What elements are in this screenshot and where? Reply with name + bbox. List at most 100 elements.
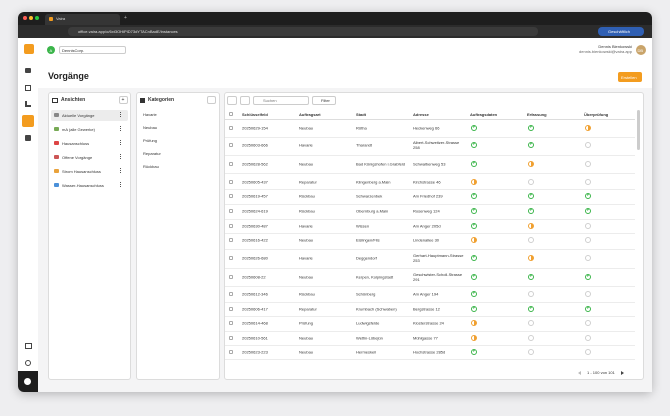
app-logo[interactable] bbox=[24, 44, 34, 54]
row-checkbox[interactable] bbox=[229, 162, 233, 166]
search-field[interactable] bbox=[253, 96, 309, 105]
status-done bbox=[471, 291, 477, 297]
table-cell: Rosenweg 124 bbox=[413, 208, 440, 214]
row-checkbox[interactable] bbox=[229, 275, 233, 279]
column-header: Adresse bbox=[413, 112, 429, 117]
close-dot[interactable] bbox=[23, 16, 27, 20]
row-checkbox[interactable] bbox=[229, 224, 233, 228]
org-select[interactable] bbox=[59, 46, 126, 54]
row-checkbox[interactable] bbox=[229, 292, 233, 296]
filter-button[interactable] bbox=[312, 96, 336, 105]
view-menu[interactable] bbox=[120, 182, 121, 183]
new-tab[interactable]: + bbox=[124, 15, 127, 21]
status-done bbox=[471, 125, 477, 131]
nav-icon[interactable] bbox=[25, 343, 32, 349]
minimize-dot[interactable] bbox=[29, 16, 33, 20]
table-cell: Neubau bbox=[299, 335, 314, 341]
nav-icon-active[interactable] bbox=[22, 115, 34, 127]
folder-button[interactable] bbox=[227, 96, 237, 105]
columns-button[interactable] bbox=[240, 96, 250, 105]
status-none bbox=[585, 335, 591, 341]
category-item[interactable]: Reparatur bbox=[143, 151, 161, 156]
category-item[interactable]: Prüfung bbox=[143, 138, 158, 143]
status-pending bbox=[528, 161, 534, 167]
view-menu[interactable] bbox=[120, 168, 121, 169]
view-icon bbox=[54, 183, 59, 187]
status-none bbox=[585, 223, 591, 229]
categories-edit[interactable] bbox=[207, 96, 216, 104]
profile-pill[interactable] bbox=[598, 27, 644, 36]
status-done bbox=[471, 223, 477, 229]
view-menu[interactable] bbox=[120, 126, 121, 127]
views-add-button[interactable] bbox=[119, 96, 128, 104]
row-checkbox[interactable] bbox=[229, 238, 233, 242]
status-done bbox=[528, 193, 534, 199]
view-icon bbox=[54, 141, 59, 145]
create-button[interactable] bbox=[618, 72, 642, 82]
row-checkbox[interactable] bbox=[229, 256, 233, 260]
table-cell: Rückbau bbox=[299, 193, 315, 199]
view-menu[interactable] bbox=[120, 112, 121, 113]
table-cell: 20250603-666 bbox=[242, 142, 268, 148]
status-done bbox=[528, 274, 534, 280]
table-cell: Ludwigsfelde bbox=[356, 320, 380, 326]
tab-bar bbox=[18, 12, 652, 25]
row-checkbox[interactable] bbox=[229, 307, 233, 311]
row-checkbox[interactable] bbox=[229, 180, 233, 184]
category-item[interactable]: Havarie bbox=[143, 112, 157, 117]
row-checkbox[interactable] bbox=[229, 194, 233, 198]
tab[interactable] bbox=[45, 14, 120, 25]
row-checkbox[interactable] bbox=[229, 126, 233, 130]
table-cell: Reparatur bbox=[299, 306, 317, 312]
table-cell: Tharandt bbox=[356, 142, 373, 148]
status-done bbox=[471, 161, 477, 167]
nav-icon[interactable] bbox=[25, 135, 31, 141]
view-label: Strom Hausanschluss bbox=[62, 169, 101, 174]
row-checkbox[interactable] bbox=[229, 321, 233, 325]
status-none bbox=[585, 291, 591, 297]
row-divider bbox=[225, 154, 635, 156]
zoom-dot[interactable] bbox=[35, 16, 39, 20]
table-cell: 20250614-468 bbox=[242, 320, 268, 326]
header-checkbox[interactable] bbox=[229, 112, 233, 116]
status-none bbox=[585, 255, 591, 261]
table-cell: 20250605-437 bbox=[242, 179, 268, 185]
row-checkbox[interactable] bbox=[229, 209, 233, 213]
pager-prev[interactable] bbox=[578, 371, 581, 375]
view-label: Hausanschluss bbox=[62, 141, 90, 146]
column-header: Auftragsdaten bbox=[470, 112, 498, 117]
settings-icon[interactable] bbox=[25, 360, 31, 366]
table-cell: Hochstrasse 285d bbox=[413, 349, 446, 355]
table-cell: 20250628-562 bbox=[242, 161, 268, 167]
org-initial: A bbox=[49, 47, 53, 53]
status-done bbox=[471, 255, 477, 261]
scrollbar bbox=[637, 110, 640, 150]
url-field[interactable] bbox=[68, 27, 538, 36]
nav-icon[interactable] bbox=[25, 85, 31, 91]
status-done bbox=[585, 306, 591, 312]
table-cell: 20250612-346 bbox=[242, 291, 268, 297]
category-item[interactable]: Neubau bbox=[143, 125, 158, 130]
nav-icon[interactable] bbox=[25, 101, 31, 107]
status-none bbox=[585, 142, 591, 148]
row-checkbox[interactable] bbox=[229, 336, 233, 340]
row-checkbox[interactable] bbox=[229, 143, 233, 147]
table-cell: Am Friedhof 239 bbox=[413, 193, 443, 199]
table-cell: Geschwister-Scholl-Strasse 291 bbox=[413, 272, 463, 282]
category-item[interactable]: Rückbau bbox=[143, 164, 159, 169]
view-item-active[interactable] bbox=[51, 110, 128, 121]
row-divider bbox=[225, 136, 635, 138]
view-menu[interactable] bbox=[120, 154, 121, 155]
pager-next[interactable] bbox=[621, 371, 624, 375]
user-avatar[interactable] bbox=[636, 45, 646, 55]
table-cell: Reparatur bbox=[299, 179, 317, 185]
column-header: Erfassung bbox=[527, 112, 547, 117]
nav-icon[interactable] bbox=[25, 68, 31, 73]
row-checkbox[interactable] bbox=[229, 350, 233, 354]
table-cell: Lindenallee 30 bbox=[413, 237, 440, 243]
status-done bbox=[585, 274, 591, 280]
status-none bbox=[528, 291, 534, 297]
view-menu[interactable] bbox=[120, 140, 121, 141]
folder-icon bbox=[52, 98, 58, 103]
tab-title: Vaira bbox=[56, 16, 66, 21]
